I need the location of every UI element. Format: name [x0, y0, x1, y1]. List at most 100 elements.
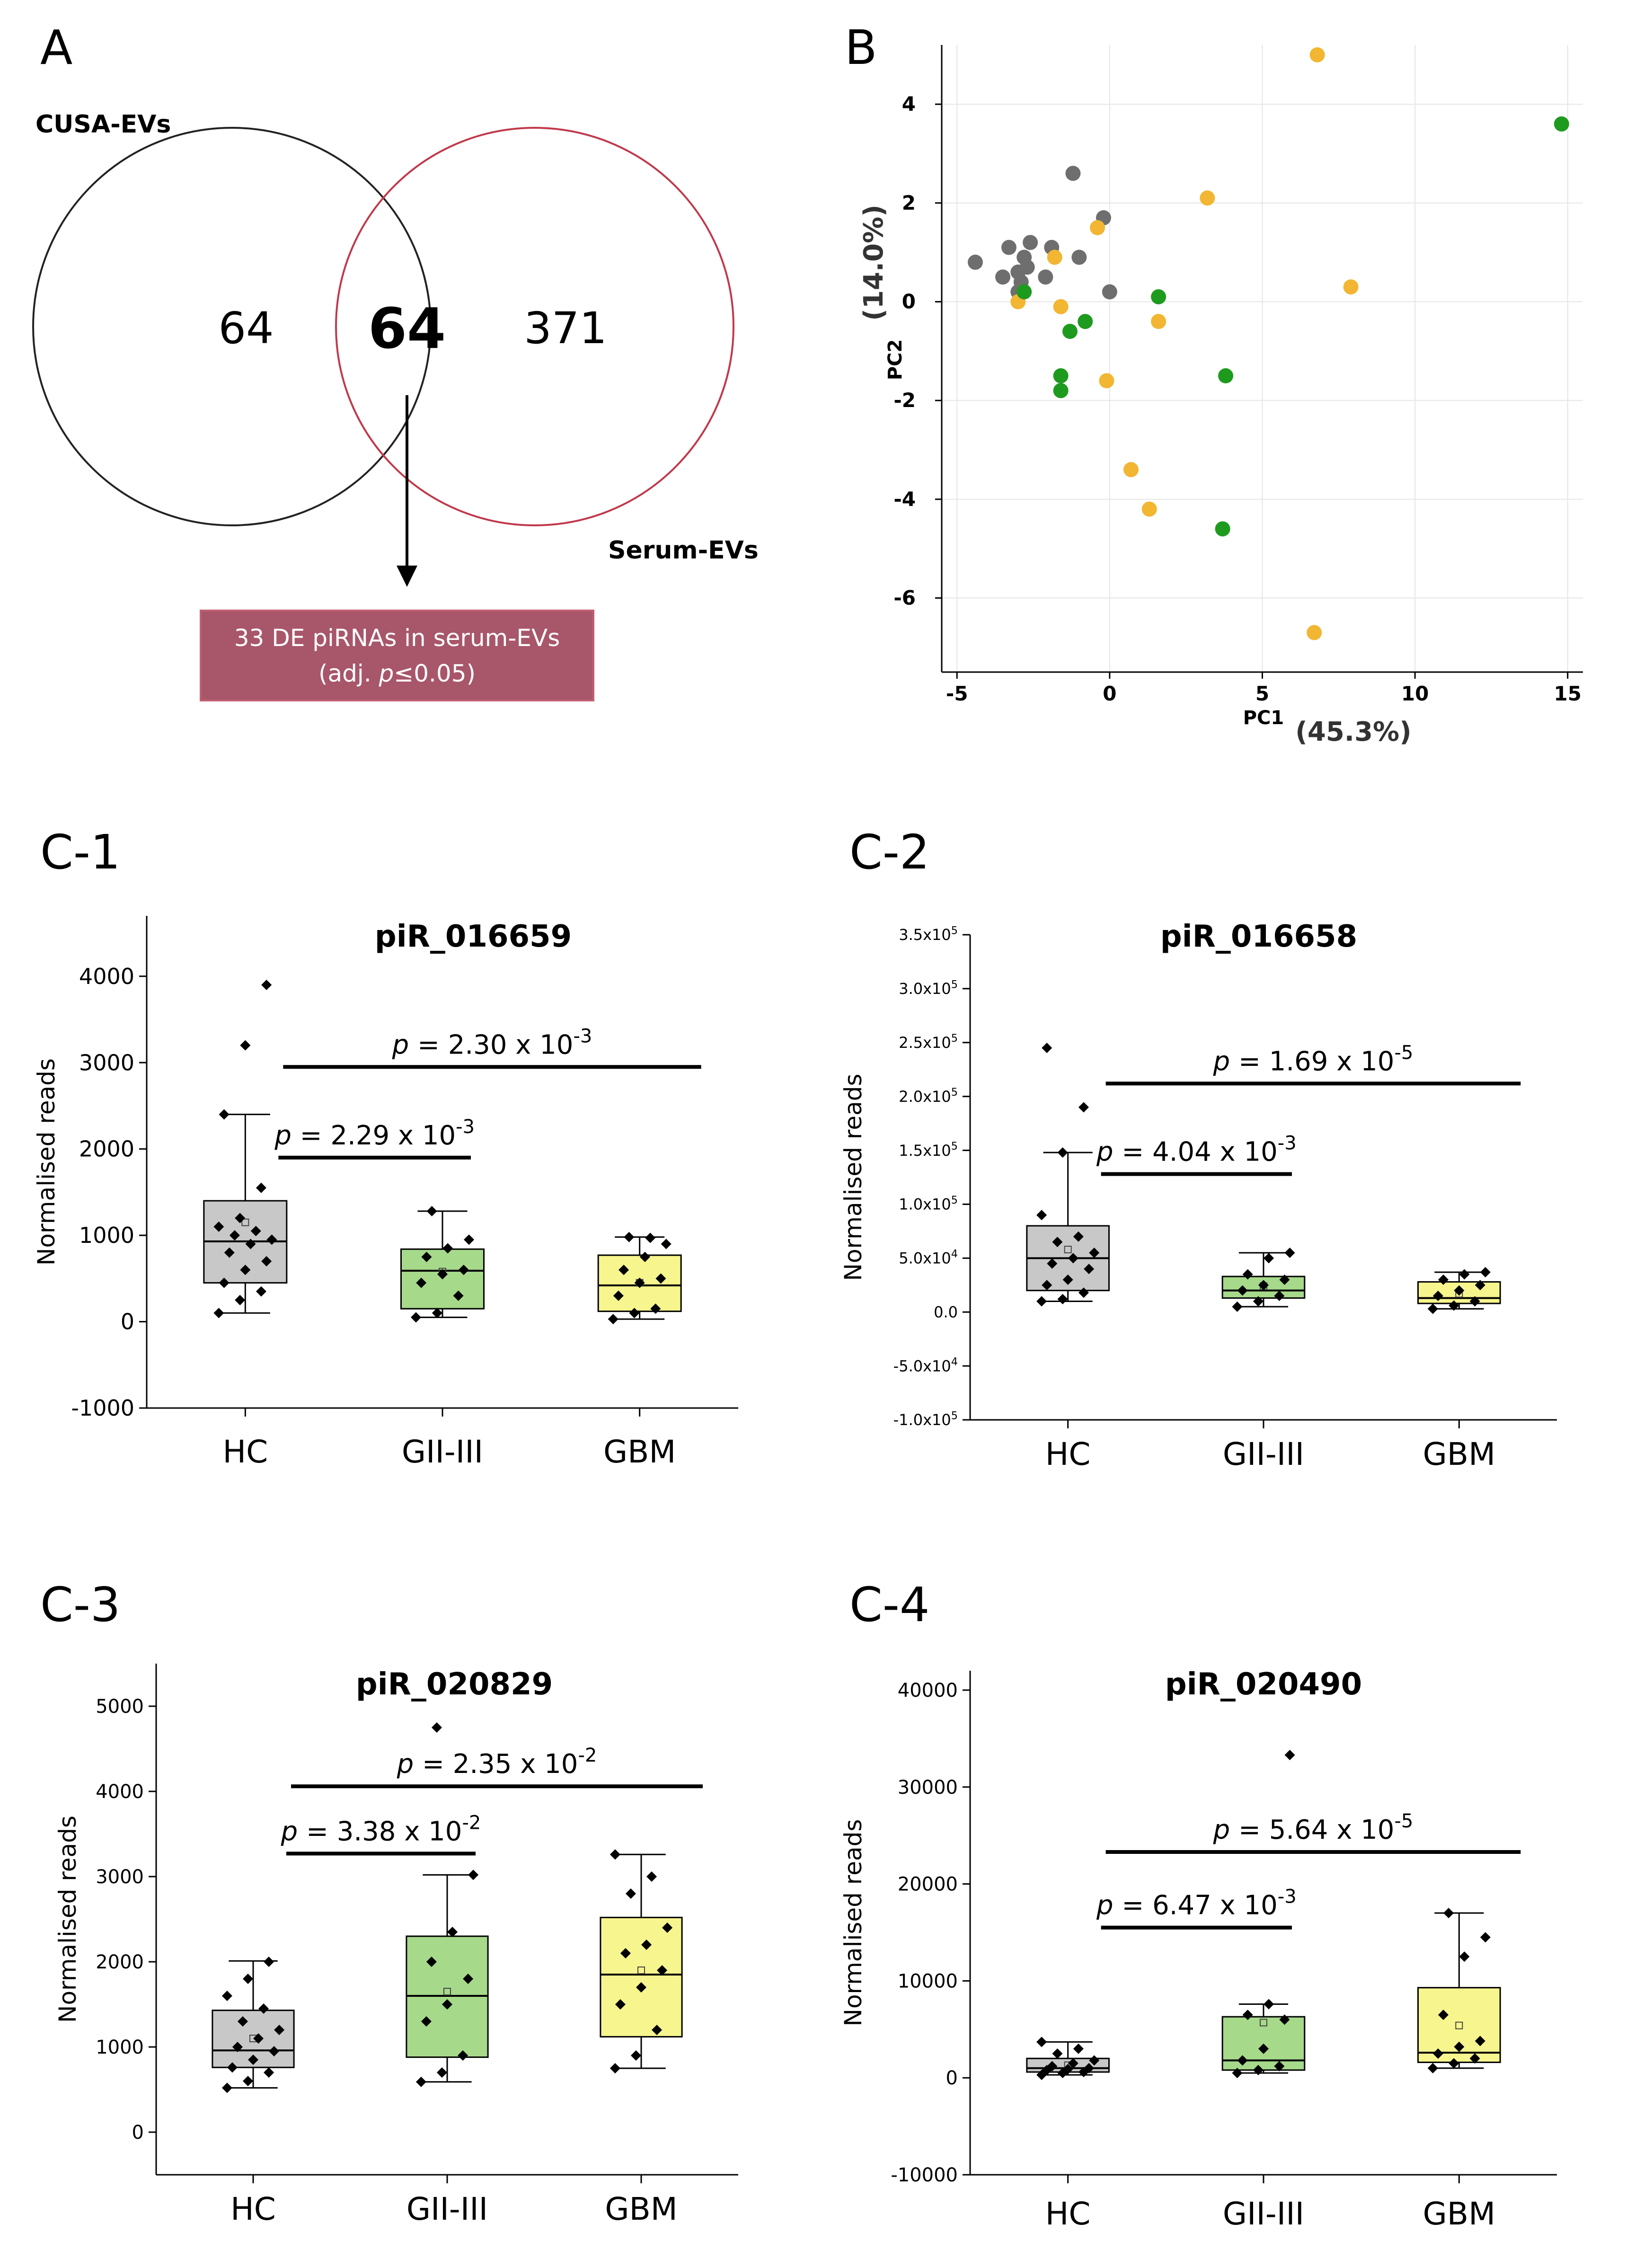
pca-point — [1053, 368, 1069, 384]
pca-grid — [942, 45, 1583, 672]
data-point — [447, 1927, 458, 1937]
y-axis-label: Normalised reads — [840, 1074, 867, 1281]
data-point — [458, 1265, 469, 1276]
data-point — [1068, 1253, 1078, 1264]
data-point — [1475, 2036, 1485, 2047]
data-point — [1042, 1043, 1052, 1054]
y-axis-label: Normalised reads — [840, 1819, 867, 2027]
y-tick-label: 10000 — [898, 1970, 958, 1992]
data-point — [1089, 1247, 1100, 1258]
data-point — [261, 979, 272, 990]
data-point — [240, 1040, 251, 1051]
y-tick-label: -10000 — [891, 2164, 958, 2186]
data-point — [652, 2025, 663, 2035]
y-tick-label-mantissa: 2.0x10 — [899, 1088, 951, 1106]
data-point — [1078, 1287, 1089, 1298]
venn-callout-box — [200, 610, 594, 701]
data-point — [1264, 1999, 1274, 2010]
data-point — [613, 1290, 624, 1301]
p-exponent: -5 — [1394, 1810, 1413, 1832]
y-tick-label: 0 — [132, 2122, 144, 2144]
y-tick-label-exponent: 4 — [951, 1248, 958, 1260]
category-label: HC — [1045, 2196, 1091, 2232]
data-point — [1089, 2055, 1100, 2066]
data-point — [1062, 1274, 1073, 1285]
category-label: GII-III — [1223, 1436, 1304, 1472]
pca-point — [1102, 284, 1117, 300]
pca-x-axis-label: PC1 — [1243, 707, 1284, 729]
y-tick-label: 3000 — [79, 1050, 134, 1075]
box-mean — [1260, 2019, 1267, 2027]
data-point — [266, 1234, 277, 1245]
data-point — [639, 1251, 650, 1262]
data-point — [432, 1308, 442, 1319]
venn-count-intersection: 64 — [368, 296, 446, 361]
data-point — [1284, 1247, 1295, 1258]
data-point — [1237, 2055, 1248, 2066]
p-value: = 4.04 x 10 — [1113, 1137, 1278, 1168]
panel-label-c2: C-2 — [849, 824, 930, 880]
pca-point — [1019, 259, 1035, 275]
data-point — [1237, 1285, 1248, 1296]
y-tick-label-mantissa: 2.5x10 — [899, 1034, 951, 1052]
data-point — [1258, 1280, 1269, 1291]
data-point — [1052, 2048, 1063, 2059]
box-plot-title: piR_020490 — [1165, 1667, 1362, 1702]
data-point — [1480, 1267, 1491, 1277]
data-point — [1438, 1274, 1449, 1285]
p-symbol: p — [1096, 1890, 1113, 1921]
data-point — [1057, 1147, 1068, 1158]
data-point — [253, 2033, 264, 2044]
p-exponent: -2 — [578, 1745, 597, 1766]
comparison-p-label: p = 2.30 x 10-3 — [392, 1025, 592, 1060]
y-tick-label: 2000 — [96, 1951, 144, 1973]
comparison-p-label: p = 4.04 x 10-3 — [1096, 1133, 1297, 1168]
data-point — [1443, 1908, 1454, 1919]
comparison-p-label: p = 2.35 x 10-2 — [397, 1745, 597, 1780]
pca-point — [1343, 279, 1359, 295]
category-label: HC — [222, 1434, 268, 1470]
y-tick-label: 4000 — [79, 964, 134, 989]
pca-point — [995, 269, 1011, 285]
box-mean — [443, 1988, 451, 1995]
data-point — [256, 1286, 266, 1297]
box-plot-title: piR_016658 — [1160, 919, 1357, 954]
pca-x-tick-label: -5 — [946, 682, 968, 705]
data-point — [436, 2067, 447, 2078]
y-axis-label: Normalised reads — [33, 1058, 60, 1266]
p-exponent: -3 — [1278, 1886, 1297, 1908]
data-point — [1459, 1951, 1470, 1962]
box-hc — [1026, 1043, 1110, 1307]
p-value: = 5.64 x 10 — [1230, 1815, 1394, 1845]
data-point — [657, 1965, 668, 1976]
panel-a: A CUSA-EVs Serum-EVs 64 64 371 33 DE piR… — [32, 20, 759, 701]
pca-y-tick-label: -6 — [893, 586, 916, 610]
data-point — [645, 1232, 656, 1243]
data-point — [1264, 1253, 1274, 1264]
category-label: GBM — [1423, 2196, 1495, 2232]
y-tick-label-mantissa: -1.0x10 — [893, 1411, 951, 1429]
pca-point — [967, 255, 983, 270]
data-point — [1242, 2010, 1253, 2020]
y-tick-label: 5.0x104 — [899, 1248, 958, 1267]
data-point — [269, 2046, 280, 2056]
data-point — [1042, 1280, 1052, 1291]
box-gii-iii — [1221, 1750, 1306, 2078]
data-point — [1052, 1237, 1063, 1248]
pca-point — [1065, 166, 1081, 181]
pca-point — [1053, 383, 1069, 399]
box-gii-iii — [400, 1206, 485, 1323]
data-point — [221, 2082, 232, 2093]
y-tick-label: 0 — [946, 2067, 958, 2089]
data-point — [468, 1869, 479, 1880]
data-point — [274, 2025, 285, 2035]
data-point — [646, 1871, 657, 1882]
y-tick-label-exponent: 5 — [951, 978, 958, 991]
data-point — [235, 1213, 246, 1223]
p-value: = 2.29 x 10 — [292, 1120, 456, 1151]
box-gii-iii — [1221, 1247, 1306, 1312]
y-tick-label-exponent: 5 — [951, 1409, 958, 1422]
data-point — [264, 1957, 274, 1967]
p-symbol: p — [392, 1029, 409, 1060]
